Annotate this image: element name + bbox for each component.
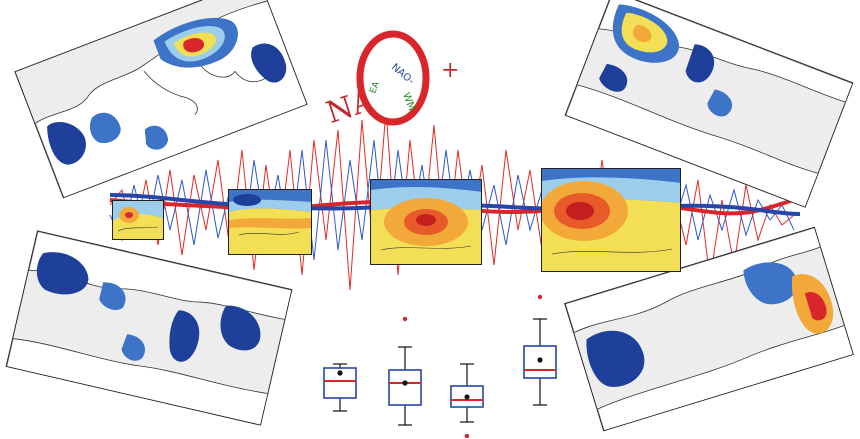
levant-anomaly-patch [791, 274, 834, 334]
inset-map-1 [112, 200, 164, 240]
nao-plus-sign: + [441, 58, 460, 83]
map-top-right [564, 0, 854, 208]
inset-map-3 [370, 179, 482, 265]
nao-sticker-ring [356, 30, 430, 126]
blue-anomaly-patches [36, 252, 261, 362]
map-bottom-left-graphic [5, 231, 293, 426]
boxplot-mean-dot [402, 380, 408, 386]
coastline-africa [564, 84, 821, 208]
boxplot-mean-dot [464, 394, 470, 400]
inset-map-2-graphic [229, 190, 311, 254]
boxplot-outlier [464, 433, 470, 439]
inset-map-4-graphic [542, 169, 680, 271]
map-bottom-left [5, 230, 293, 426]
map-top-right-graphic [564, 0, 854, 208]
inset-map-2 [228, 189, 312, 255]
blue-anomaly-patches [47, 43, 287, 165]
boxplot-box [523, 345, 557, 379]
blue-anomaly-patches [586, 262, 797, 387]
boxplot-4 [523, 294, 557, 406]
coastline-italy [143, 70, 198, 115]
nao-sticker: NAO- EA WM [356, 30, 430, 126]
land-outline [34, 0, 308, 199]
boxplot-2 [388, 316, 422, 426]
boxplot-mean-dot [537, 357, 543, 363]
warm-anomaly-patch [153, 17, 238, 68]
coastline-africa [5, 338, 270, 426]
inset-map-4 [541, 168, 681, 272]
inset-map-1-graphic [113, 201, 163, 239]
map-bottom-right [564, 226, 854, 432]
map-top-left [14, 0, 308, 199]
map-bottom-right-graphic [564, 226, 854, 432]
boxplot-outlier [402, 316, 408, 322]
boxplot-mean-dot [337, 370, 343, 376]
coastline-africa [597, 324, 854, 432]
map-top-left-graphic [15, 0, 308, 199]
boxplot-3 [450, 363, 484, 439]
land-outline [564, 226, 823, 334]
inset-map-3-graphic [371, 180, 481, 264]
boxplot-outlier [537, 294, 543, 300]
coastline-greece [200, 65, 273, 83]
iberia-anomaly-patch [612, 4, 679, 63]
boxplot-1 [323, 363, 357, 412]
blue-anomaly-patches [599, 44, 732, 117]
nao-sticker-left: EA [368, 80, 382, 95]
boxplot-box [388, 369, 422, 406]
